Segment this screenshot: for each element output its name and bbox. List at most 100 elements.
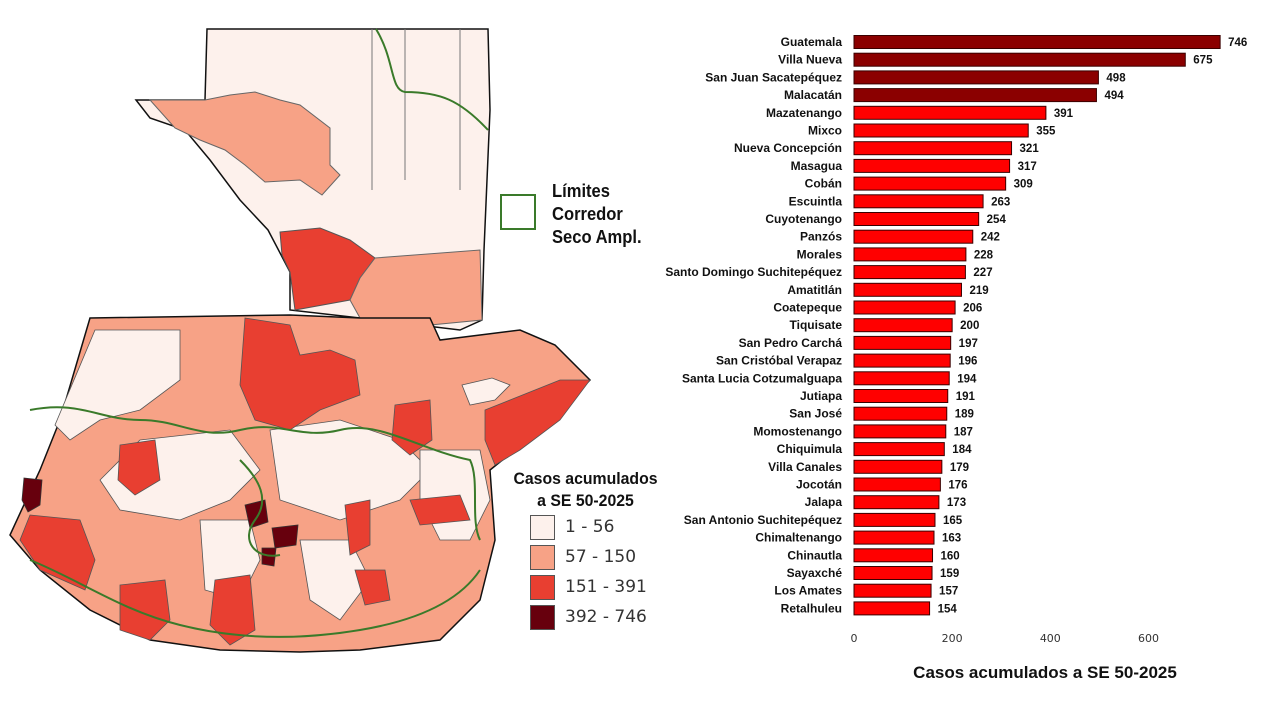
- bar-category-label: Jutiapa: [800, 389, 842, 403]
- bar-category-label: Cuyotenango: [765, 212, 842, 226]
- bar-value-label: 321: [1020, 143, 1040, 155]
- bar-value-label: 163: [942, 533, 961, 545]
- bar-category-label: Escuintla: [789, 194, 843, 208]
- bar-value-label: 254: [987, 214, 1007, 226]
- bar-category-label: Momostenango: [753, 424, 842, 438]
- bar: [854, 283, 961, 296]
- bar: [854, 460, 942, 473]
- bar: [854, 159, 1010, 172]
- cases-legend-title-line: Casos acumulados: [509, 468, 662, 490]
- corridor-legend-line: Corredor: [552, 203, 672, 226]
- bar-value-label: 187: [954, 426, 973, 438]
- bar-category-label: Malacatán: [784, 88, 842, 102]
- cases-legend-label: 392 - 746: [565, 607, 647, 627]
- bar: [854, 390, 948, 403]
- cases-legend-swatch: [530, 545, 555, 570]
- bar: [854, 301, 955, 314]
- bars-group: Guatemala746Villa Nueva675San Juan Sacat…: [665, 35, 1247, 615]
- bar-value-label: 498: [1106, 72, 1126, 84]
- corridor-legend-label: Límites Corredor Seco Ampl.: [552, 180, 672, 249]
- bar: [854, 407, 947, 420]
- bar: [854, 213, 979, 226]
- bar-category-label: Jalapa: [805, 495, 843, 509]
- bar: [854, 354, 950, 367]
- bar-value-label: 197: [959, 338, 978, 350]
- bar-value-label: 157: [939, 586, 958, 598]
- bar-category-label: Santo Domingo Suchitepéquez: [665, 265, 842, 279]
- choropleth-map-panel: Límites Corredor Seco Ampl. Casos acumul…: [0, 0, 680, 720]
- cases-legend-item: 151 - 391: [530, 572, 668, 602]
- bar-category-label: Mixco: [808, 124, 842, 138]
- map-region-top-class: [272, 525, 298, 548]
- cases-legend-swatch: [530, 515, 555, 540]
- bar-value-label: 160: [941, 550, 960, 562]
- cases-legend-label: 57 - 150: [565, 547, 636, 567]
- bar-value-label: 242: [981, 232, 1000, 244]
- bar-category-label: Chinautla: [787, 548, 842, 562]
- bar: [854, 71, 1098, 84]
- bar-value-label: 200: [960, 320, 979, 332]
- bar-category-label: Jocotán: [796, 478, 842, 492]
- bar-category-label: Sayaxché: [787, 566, 843, 580]
- bar: [854, 177, 1006, 190]
- x-tick-label: 600: [1138, 632, 1159, 645]
- bar-category-label: Coatepeque: [773, 301, 842, 315]
- bar-value-label: 746: [1228, 37, 1247, 49]
- bar-category-label: Amatitlán: [787, 283, 842, 297]
- bar-value-label: 263: [991, 196, 1010, 208]
- bar: [854, 89, 1096, 102]
- cases-legend-item: 57 - 150: [530, 542, 668, 572]
- bar: [854, 248, 966, 261]
- bar: [854, 496, 939, 509]
- bar: [854, 513, 935, 526]
- bar-value-label: 355: [1036, 126, 1056, 138]
- bar-value-label: 391: [1054, 108, 1074, 120]
- bar-category-label: Masagua: [791, 159, 843, 173]
- bar: [854, 478, 940, 491]
- bar-category-label: Villa Canales: [768, 460, 842, 474]
- bar: [854, 336, 951, 349]
- x-tick-label: 200: [942, 632, 963, 645]
- bar-category-label: Santa Lucia Cotzumalguapa: [682, 371, 842, 385]
- bar: [854, 372, 949, 385]
- bar-category-label: Tiquisate: [790, 318, 843, 332]
- cases-legend-item: 392 - 746: [530, 602, 668, 632]
- bar: [854, 549, 933, 562]
- bar: [854, 142, 1012, 155]
- bar-category-label: Nueva Concepción: [734, 141, 842, 155]
- bar: [854, 443, 944, 456]
- bar-category-label: Villa Nueva: [778, 53, 842, 67]
- bar-value-label: 675: [1193, 55, 1213, 67]
- cases-legend-title: Casos acumulados a SE 50-2025: [509, 468, 662, 512]
- bar-value-label: 189: [955, 409, 974, 421]
- bar-category-label: San Antonio Suchitepéquez: [684, 513, 842, 527]
- bar-value-label: 191: [956, 391, 976, 403]
- cases-legend-label: 151 - 391: [565, 577, 647, 597]
- bar-value-label: 219: [969, 285, 988, 297]
- bar: [854, 602, 930, 615]
- bar-value-label: 194: [957, 373, 977, 385]
- bar-value-label: 179: [950, 462, 969, 474]
- cases-legend-title-line: a SE 50-2025: [509, 490, 662, 512]
- bar-category-label: San Cristóbal Verapaz: [716, 354, 842, 368]
- bar: [854, 36, 1220, 49]
- cases-legend-swatch: [530, 575, 555, 600]
- bar-category-label: Cobán: [805, 177, 842, 191]
- bar-value-label: 154: [938, 603, 958, 615]
- bar: [854, 584, 931, 597]
- bar-value-label: 228: [974, 249, 994, 261]
- bar-category-label: Panzós: [800, 230, 842, 244]
- bar-value-label: 227: [973, 267, 992, 279]
- corridor-legend-swatch: [500, 194, 536, 230]
- bar-value-label: 184: [952, 444, 972, 456]
- x-tick-label: 0: [851, 632, 858, 645]
- bar-category-label: Los Amates: [774, 584, 842, 598]
- bar: [854, 266, 965, 279]
- bar-category-label: Mazatenango: [766, 106, 842, 120]
- bar: [854, 195, 983, 208]
- bar: [854, 425, 946, 438]
- bar-value-label: 317: [1018, 161, 1037, 173]
- bar-value-label: 494: [1104, 90, 1124, 102]
- bar: [854, 106, 1046, 119]
- map-region-top-class: [262, 548, 276, 566]
